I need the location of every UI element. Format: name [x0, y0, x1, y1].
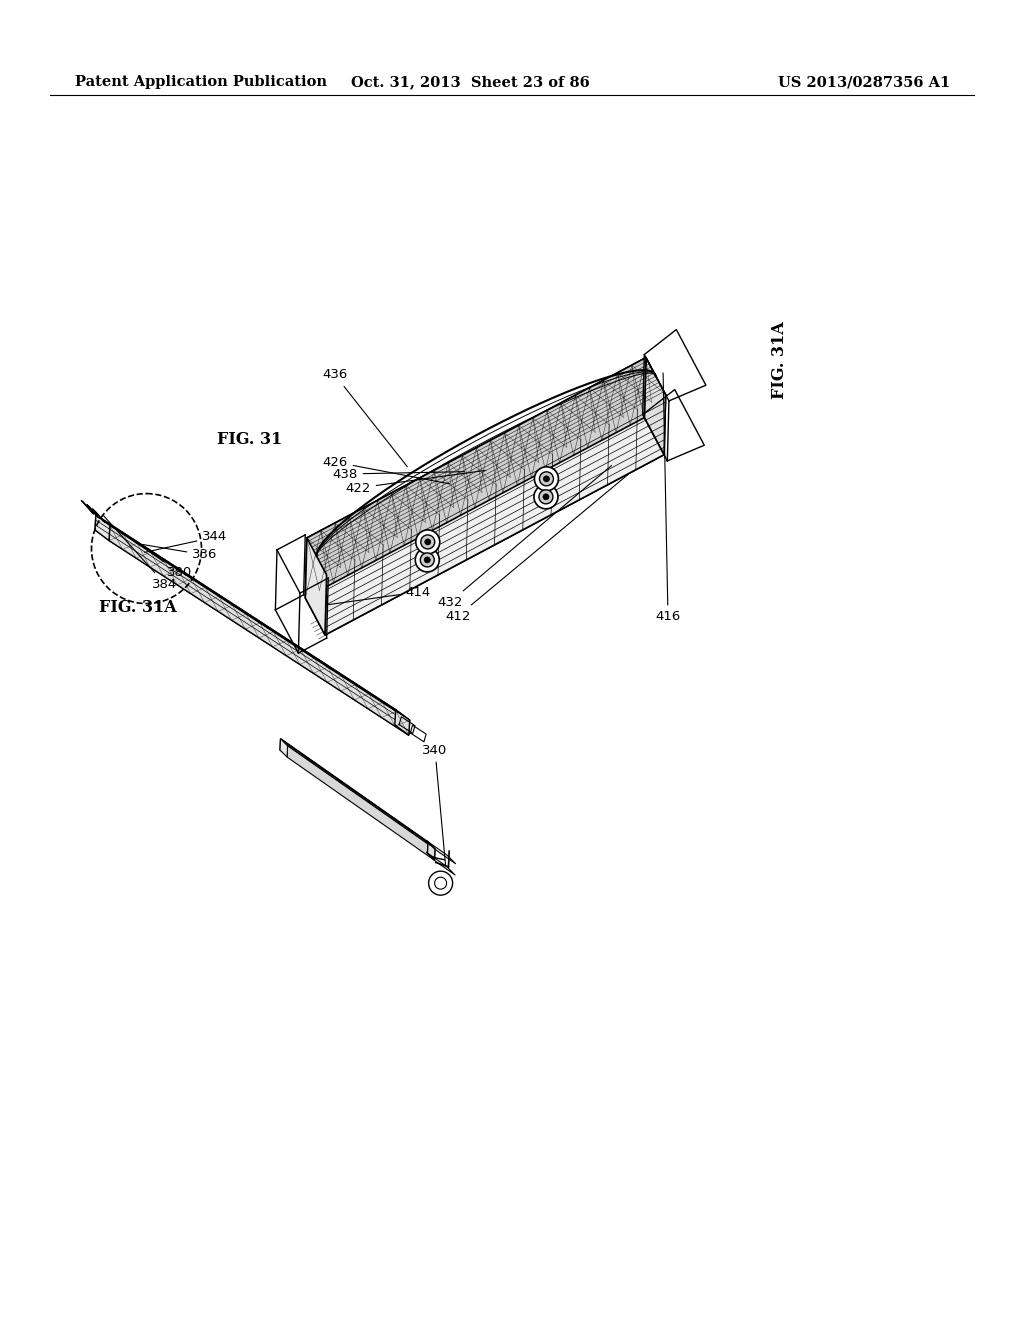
Polygon shape — [427, 842, 435, 861]
Polygon shape — [95, 515, 110, 540]
Polygon shape — [305, 358, 646, 598]
Text: FIG. 31A: FIG. 31A — [99, 598, 177, 615]
Circle shape — [425, 539, 431, 545]
Polygon shape — [305, 417, 664, 635]
Text: US 2013/0287356 A1: US 2013/0287356 A1 — [778, 75, 950, 88]
Text: 426: 426 — [323, 455, 450, 484]
Circle shape — [539, 490, 553, 504]
Circle shape — [416, 529, 439, 554]
Text: FIG. 31A: FIG. 31A — [771, 321, 788, 399]
Circle shape — [421, 535, 435, 549]
Circle shape — [534, 484, 558, 508]
Circle shape — [544, 475, 550, 482]
Text: 436: 436 — [323, 368, 408, 467]
Polygon shape — [281, 739, 435, 849]
Text: 414: 414 — [329, 586, 431, 605]
Polygon shape — [95, 515, 395, 725]
Text: 336: 336 — [142, 544, 218, 561]
Text: FIG. 31: FIG. 31 — [217, 432, 283, 449]
Polygon shape — [305, 539, 327, 635]
Text: 432: 432 — [437, 466, 611, 609]
Circle shape — [420, 553, 434, 566]
Text: 438: 438 — [333, 467, 465, 480]
Text: 422: 422 — [345, 470, 485, 495]
Text: 416: 416 — [655, 374, 681, 623]
Polygon shape — [95, 531, 409, 735]
Polygon shape — [287, 746, 435, 861]
Text: Patent Application Publication: Patent Application Publication — [75, 75, 327, 88]
Polygon shape — [307, 358, 666, 576]
Circle shape — [540, 471, 553, 486]
Polygon shape — [644, 358, 666, 454]
Polygon shape — [280, 739, 428, 853]
Text: 412: 412 — [445, 474, 628, 623]
Polygon shape — [395, 710, 410, 735]
Text: 380: 380 — [111, 525, 193, 579]
Polygon shape — [109, 525, 410, 735]
Text: 344: 344 — [144, 531, 227, 552]
Text: 384: 384 — [103, 516, 177, 590]
Polygon shape — [96, 515, 410, 721]
Circle shape — [543, 494, 549, 500]
Circle shape — [416, 548, 439, 572]
Circle shape — [424, 557, 430, 562]
Polygon shape — [280, 739, 288, 758]
Polygon shape — [325, 395, 666, 635]
Text: 340: 340 — [422, 743, 447, 865]
Circle shape — [535, 467, 558, 491]
Text: Oct. 31, 2013  Sheet 23 of 86: Oct. 31, 2013 Sheet 23 of 86 — [350, 75, 590, 88]
